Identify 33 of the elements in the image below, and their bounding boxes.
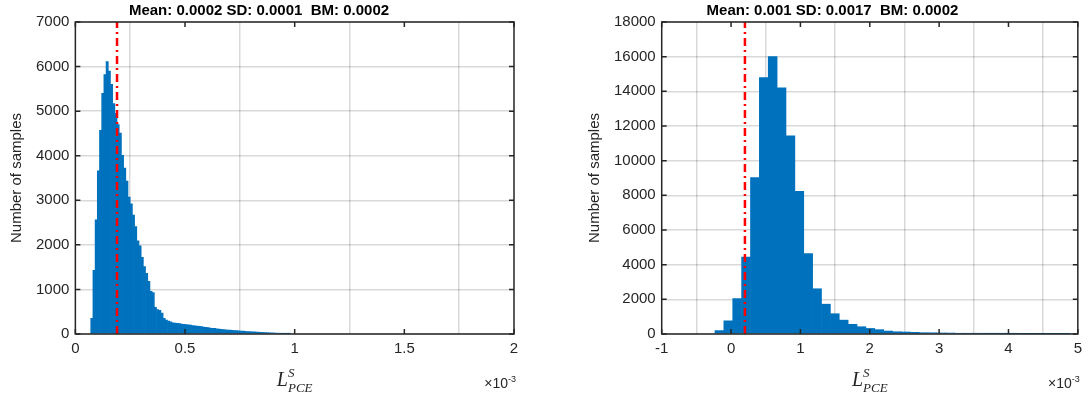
x-tick-label: 4 — [1004, 339, 1013, 357]
x-tick-label: 1 — [290, 339, 299, 357]
y-tick-label: 0 — [61, 324, 70, 342]
x-tick-label: -1 — [655, 339, 669, 357]
y-axis-title: Number of samples — [7, 112, 25, 244]
y-tick-label: 16000 — [613, 46, 656, 64]
x-tick-label: 3 — [934, 339, 944, 357]
y-tick-label: 6000 — [622, 220, 656, 238]
x-tick-label: 1.5 — [393, 339, 415, 357]
y-tick-label: 8000 — [622, 185, 656, 203]
y-tick-label: 4000 — [35, 145, 70, 163]
y-tick-label: 6000 — [35, 56, 70, 74]
chart-title: Mean: 0.0002 SD: 0.0001 BM: 0.0002 — [128, 1, 390, 19]
y-tick-label: 12000 — [613, 116, 656, 134]
y-tick-label: 0 — [647, 324, 656, 342]
y-tick-label: 1000 — [35, 279, 70, 297]
x-tick-label: 0.5 — [174, 339, 196, 357]
y-tick-label: 5000 — [35, 101, 70, 119]
y-tick-label: 10000 — [613, 150, 656, 168]
y-tick-label: 18000 — [613, 12, 656, 30]
x-tick-label: 5 — [1073, 339, 1082, 357]
chart-title: Mean: 0.001 SD: 0.0017 BM: 0.0002 — [706, 1, 959, 19]
x-tick-label: 0 — [726, 339, 736, 357]
y-tick-label: 4000 — [622, 254, 656, 272]
y-tick-label: 2000 — [622, 289, 656, 307]
y-tick-label: 2000 — [35, 235, 70, 252]
x-tick-label: 2 — [865, 339, 874, 357]
y-tick-label: 7000 — [35, 12, 70, 30]
y-tick-label: 14000 — [613, 81, 656, 99]
x-tick-label: 1 — [796, 339, 805, 357]
y-axis-title: Number of samples — [585, 112, 603, 244]
y-tick-label: 3000 — [35, 190, 70, 208]
x-tick-label: 2 — [509, 339, 519, 357]
